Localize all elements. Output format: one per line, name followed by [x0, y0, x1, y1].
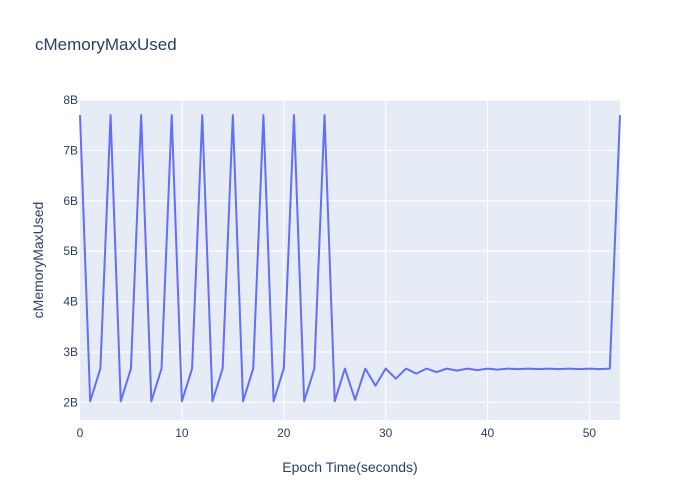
x-axis-title: Epoch Time(seconds) — [282, 459, 417, 475]
x-tick-label: 30 — [379, 426, 393, 440]
x-tick-label: 50 — [583, 426, 597, 440]
series-line — [79, 114, 621, 403]
y-axis-title: cMemoryMaxUsed — [30, 202, 46, 319]
y-tick-label: 3B — [63, 345, 78, 359]
y-tick-label: 6B — [63, 194, 78, 208]
x-gridlines — [181, 100, 590, 420]
x-axis-ticks: 0 10 20 30 40 50 — [77, 426, 597, 440]
y-tick-label: 2B — [63, 395, 78, 409]
chart-title: cMemoryMaxUsed — [35, 35, 177, 54]
x-tick-label: 10 — [175, 426, 189, 440]
x-tick-label: 40 — [481, 426, 495, 440]
y-axis-ticks: 2B 3B 4B 5B 6B 7B 8B — [63, 93, 78, 409]
x-tick-label: 0 — [77, 426, 84, 440]
y-tick-label: 7B — [63, 143, 78, 157]
y-tick-label: 5B — [63, 244, 78, 258]
y-tick-label: 4B — [63, 295, 78, 309]
y-tick-label: 8B — [63, 93, 78, 107]
x-tick-label: 20 — [277, 426, 291, 440]
